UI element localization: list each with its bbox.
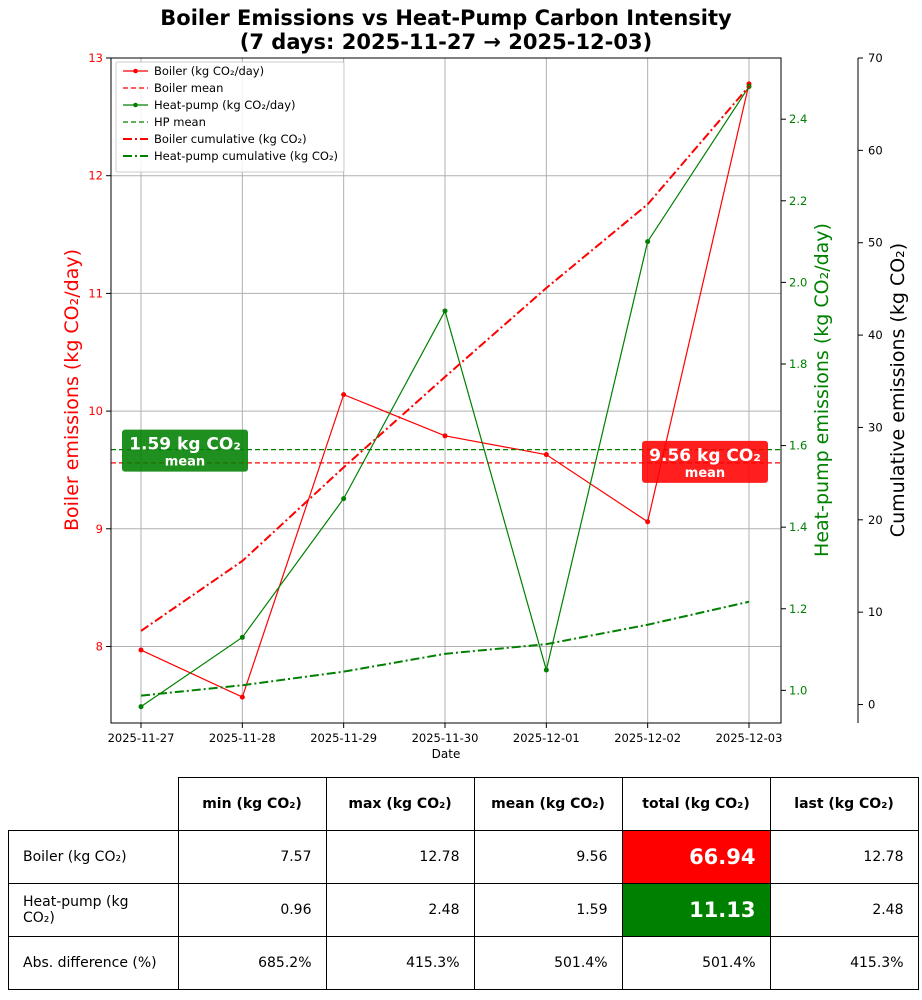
series-layer (111, 81, 781, 710)
table-cell: 1.59 (473, 883, 623, 937)
y-left-tick-label: 12 (88, 169, 103, 183)
y-left-tick-label: 11 (88, 286, 103, 300)
series-point-2 (645, 239, 651, 245)
series-point-0 (645, 519, 651, 525)
hp-mean-badge-value: 1.59 kg CO₂ (129, 435, 241, 455)
y-right-tick-label: 1.2 (789, 602, 807, 616)
table-header: total (kg CO₂) (621, 777, 771, 831)
boiler-mean-badge-value: 9.56 kg CO₂ (649, 446, 761, 466)
series-point-2 (138, 704, 144, 710)
legend-label-4: Boiler cumulative (kg CO₂) (154, 132, 307, 146)
y-left-tick-label: 9 (96, 522, 103, 536)
heatpump-total-cell: 11.13 (621, 883, 771, 937)
table-row: Heat-pump (kg CO₂) 0.96 2.48 1.59 11.13 … (8, 883, 919, 937)
table-cell: 685.2% (177, 936, 327, 990)
hp-mean-badge-sub: mean (165, 455, 205, 470)
y-right2-tick-label: 70 (868, 51, 883, 65)
x-tick-label: 2025-11-27 (108, 731, 175, 745)
table-header: min (kg CO₂) (177, 777, 327, 831)
series-line-5 (140, 600, 750, 697)
series-point-2 (543, 667, 549, 673)
stats-table: min (kg CO₂) max (kg CO₂) mean (kg CO₂) … (8, 777, 919, 990)
series-point-2 (341, 496, 347, 502)
table-cell: 0.96 (177, 883, 327, 937)
table-row: Abs. difference (%) 685.2% 415.3% 501.4%… (8, 936, 919, 990)
boiler-total-cell: 66.94 (621, 830, 771, 884)
axes: 2025-11-27 2025-11-28 2025-11-29 2025-11-30… (61, 51, 909, 761)
legend-box (115, 61, 345, 173)
boiler-mean-badge-sub: mean (685, 466, 725, 481)
row-label: Abs. difference (%) (8, 936, 179, 990)
series-point-0 (239, 694, 245, 700)
table-corner (8, 777, 179, 831)
y-right2-tick-label: 10 (868, 605, 883, 619)
y-right-tick-label: 2.2 (789, 194, 807, 208)
row-label: Boiler (kg CO₂) (8, 830, 179, 884)
chart-title-line2: (7 days: 2025-11-27 → 2025-12-03) (240, 30, 652, 54)
hp-mean-badge-box (122, 429, 248, 472)
series-point-0 (543, 452, 549, 458)
x-tick-label: 2025-11-29 (310, 731, 377, 745)
series-point-0 (341, 392, 347, 398)
legend-label-3: HP mean (154, 115, 206, 129)
y-right2-tick-label: 50 (868, 236, 883, 250)
row-label: Heat-pump (kg CO₂) (8, 883, 179, 937)
y-right2-tick-label: 20 (868, 513, 883, 527)
plot-frame (110, 57, 782, 724)
table-header-row: min (kg CO₂) max (kg CO₂) mean (kg CO₂) … (8, 777, 919, 831)
y-left-tick-label: 8 (96, 639, 103, 653)
table-cell: 2.48 (325, 883, 475, 937)
y-right2-tick-label: 40 (868, 328, 883, 342)
table-cell: 12.78 (325, 830, 475, 884)
table-header: max (kg CO₂) (325, 777, 475, 831)
series-line-4 (140, 85, 750, 632)
y-right-tick-label: 1.0 (789, 683, 807, 697)
boiler-mean-badge-box (642, 440, 768, 483)
y-right2-tick-label: 0 (868, 698, 875, 712)
series-point-0 (138, 647, 144, 653)
x-tick-label: 2025-12-01 (513, 731, 580, 745)
x-tick-label: 2025-12-02 (614, 731, 681, 745)
y-right2-axis-label: Cumulative emissions (kg CO₂) (887, 243, 909, 537)
y-right2-tick-label: 60 (868, 143, 883, 157)
table-cell: 501.4% (621, 936, 771, 990)
series-point-2 (239, 634, 245, 640)
table-header: mean (kg CO₂) (473, 777, 623, 831)
legend-label-0: Boiler (kg CO₂/day) (154, 64, 264, 78)
series-point-0 (442, 433, 448, 439)
legend: Boiler (kg CO₂/day) Boiler mean Heat-pump … (115, 61, 345, 173)
table-row: Boiler (kg CO₂) 7.57 12.78 9.56 66.94 12… (8, 830, 919, 884)
x-tick-label: 2025-11-28 (209, 731, 276, 745)
table-cell: 415.3% (769, 936, 919, 990)
y-right2-tick-label: 30 (868, 420, 883, 434)
x-axis-label: Date (432, 747, 461, 761)
y-left-tick-label: 13 (88, 51, 103, 65)
y-right-tick-label: 2.4 (789, 112, 807, 126)
chart-title-line1: Boiler Emissions vs Heat-Pump Carbon Int… (160, 6, 732, 30)
legend-marker-0 (133, 68, 138, 74)
y-right-tick-label: 1.6 (789, 439, 807, 453)
table-cell: 7.57 (177, 830, 327, 884)
table-cell: 415.3% (325, 936, 475, 990)
table-cell: 2.48 (769, 883, 919, 937)
y-right-axis-label: Heat-pump emissions (kg CO₂/day) (811, 223, 833, 557)
table-cell: 501.4% (473, 936, 623, 990)
y-right-tick-label: 1.4 (789, 520, 807, 534)
legend-marker-2 (133, 102, 138, 108)
legend-label-2: Heat-pump (kg CO₂/day) (154, 98, 295, 112)
y-right-tick-label: 1.8 (789, 357, 807, 371)
y-right-tick-label: 2.0 (789, 275, 807, 289)
y-left-tick-label: 10 (88, 404, 103, 418)
chart: Boiler Emissions vs Heat-Pump Carbon Int… (61, 6, 909, 761)
y-left-axis-label: Boiler emissions (kg CO₂/day) (61, 249, 83, 531)
legend-label-1: Boiler mean (154, 81, 223, 95)
table-cell: 9.56 (473, 830, 623, 884)
x-tick-label: 2025-11-30 (412, 731, 479, 745)
series-point-2 (442, 308, 448, 314)
table-cell: 12.78 (769, 830, 919, 884)
table-header: last (kg CO₂) (769, 777, 919, 831)
legend-label-5: Heat-pump cumulative (kg CO₂) (154, 149, 338, 163)
x-tick-label: 2025-12-03 (716, 731, 783, 745)
